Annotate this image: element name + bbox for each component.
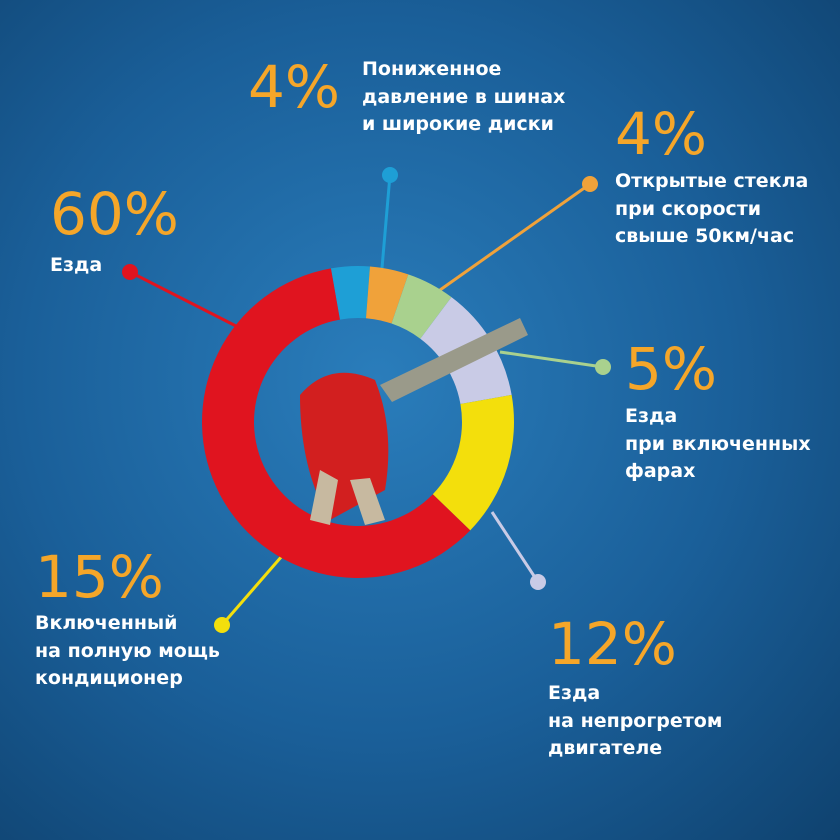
connector (220, 555, 284, 626)
connector-dot (582, 176, 598, 192)
connector-dot (122, 264, 138, 280)
donut-segment (365, 266, 409, 324)
value-label: 60% (50, 180, 179, 248)
category-label: Включенный на полную мощь кондиционер (35, 612, 220, 690)
connector-dot (382, 167, 398, 183)
category-label: Езда на непрогретом двигателе (548, 682, 723, 760)
value-label: 5% (625, 335, 718, 403)
donut-segment (432, 394, 514, 531)
connector (499, 350, 604, 369)
connector-dot (214, 617, 230, 633)
donut (201, 266, 514, 578)
category-label: Езда (50, 254, 103, 276)
nozzle-trigger (310, 470, 385, 525)
value-label: 4% (248, 53, 341, 121)
connector-dot (595, 359, 611, 375)
donut-segment (330, 266, 370, 320)
value-label: 4% (615, 100, 708, 168)
value-label: 15% (35, 543, 164, 611)
connector (439, 182, 591, 292)
connector (129, 270, 237, 328)
category-label: Открытые стекла при скорости свыше 50км/… (615, 170, 809, 248)
connector (490, 511, 540, 583)
connectors (122, 167, 611, 633)
donut-segment (201, 268, 471, 578)
fuel-nozzle-icon (300, 318, 528, 525)
donut-segment (391, 274, 452, 339)
category-label: Езда при включенных фарах (625, 405, 811, 483)
category-label: Пониженное давление в шинах и широкие ди… (362, 58, 566, 136)
connector-dot (530, 574, 546, 590)
nozzle-pipe (380, 318, 528, 402)
connector (380, 174, 392, 269)
value-label: 12% (548, 610, 677, 678)
